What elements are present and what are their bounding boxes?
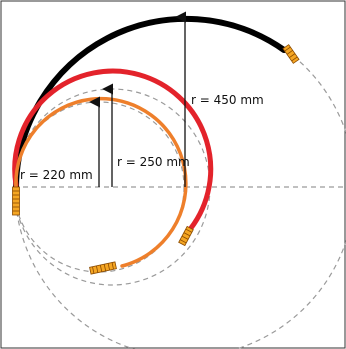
connector-220 [89,261,117,275]
cable-220 [14,96,188,275]
label-r220: r = 220 mm [20,168,93,182]
cable-450 [12,15,300,193]
label-r250: r = 250 mm [117,155,190,169]
cable-250 [12,68,214,247]
label-r450: r = 450 mm [191,93,264,107]
connector-250 [178,225,194,247]
fixed-connector [12,186,20,216]
connector-450 [282,44,300,64]
radius-arrows [89,11,187,187]
